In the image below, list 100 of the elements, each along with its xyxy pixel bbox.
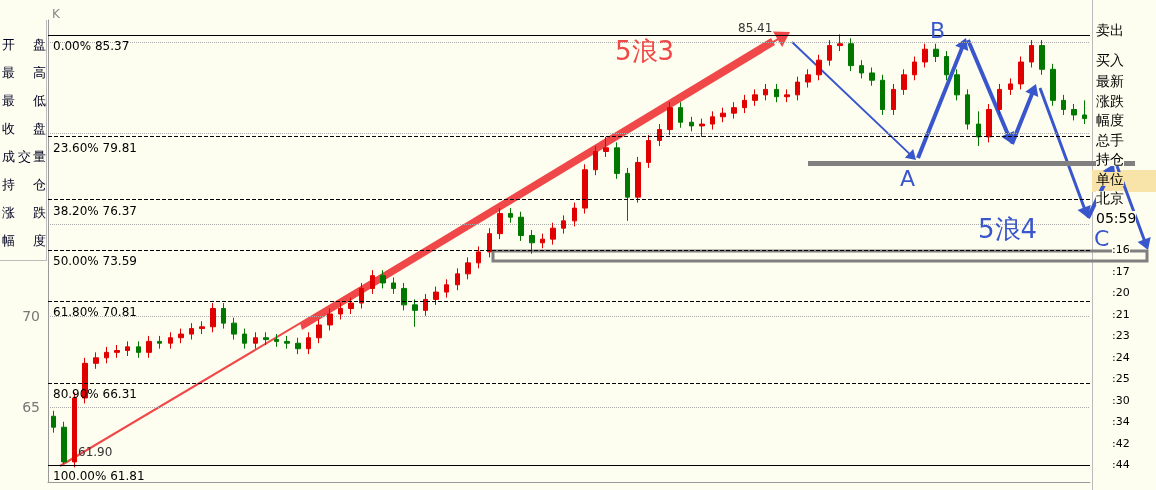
candlestick xyxy=(582,163,588,215)
text: 持仓 xyxy=(1096,151,1124,167)
candlestick xyxy=(1082,99,1087,125)
text: :17 xyxy=(1112,264,1130,278)
candlestick xyxy=(1050,63,1056,107)
candlestick xyxy=(518,211,524,242)
text: 05:59 xyxy=(1096,209,1137,226)
candlestick xyxy=(178,328,184,344)
candlestick xyxy=(933,43,939,63)
text: 幅 度 xyxy=(2,233,46,248)
candlestick xyxy=(763,83,768,101)
candlestick xyxy=(61,421,67,465)
candlestick xyxy=(646,134,651,169)
text: :16 xyxy=(1112,243,1130,256)
candlestick xyxy=(51,410,56,434)
ref-line-label: 50.00% 73.59 xyxy=(53,254,137,269)
text: C xyxy=(1094,226,1110,251)
candlestick xyxy=(1039,39,1045,76)
candlestick xyxy=(635,156,641,204)
candlestick xyxy=(1008,77,1013,96)
candlestick xyxy=(529,229,535,255)
text: :34 xyxy=(1112,415,1130,428)
y-tick-label: 65 xyxy=(22,399,40,416)
candlestick xyxy=(455,267,460,291)
candlestick xyxy=(614,141,620,180)
y-tick-label: 70 xyxy=(22,307,40,324)
candlestick xyxy=(965,88,970,131)
candlestick xyxy=(125,340,130,357)
candlestick xyxy=(976,110,981,147)
text: :42 xyxy=(1112,436,1130,450)
candlestick xyxy=(316,318,322,344)
candlestick xyxy=(327,308,333,331)
candlestick xyxy=(433,286,439,306)
candlestick xyxy=(859,59,864,79)
candlestick xyxy=(359,282,364,310)
candlestick xyxy=(199,320,205,335)
text: 持 仓 xyxy=(2,177,46,192)
candlestick xyxy=(837,33,843,52)
candlestick xyxy=(221,302,226,330)
candlestick xyxy=(1061,94,1066,116)
candlestick xyxy=(295,337,301,355)
candlestick xyxy=(572,202,577,227)
candlestick xyxy=(678,101,683,129)
candlestick xyxy=(912,56,917,81)
candlestick xyxy=(348,297,354,315)
candlestick xyxy=(284,335,290,350)
candlestick xyxy=(784,88,790,103)
candlestick xyxy=(795,76,800,101)
annotation: 5浪3 xyxy=(615,36,675,66)
candlestick xyxy=(189,322,194,341)
text: :30 xyxy=(1112,393,1130,407)
candlestick xyxy=(136,340,141,359)
candlestick xyxy=(391,276,396,295)
candlestick xyxy=(380,269,386,289)
candlestick xyxy=(253,331,258,350)
candlestick xyxy=(742,94,747,114)
candlestick xyxy=(625,167,630,222)
candlestick xyxy=(848,37,854,72)
candlestick xyxy=(444,278,449,299)
text: :23 xyxy=(1112,329,1130,342)
candlestick xyxy=(412,298,418,328)
text: 收 盘 xyxy=(2,121,46,136)
ref-line-label: 23.60% 79.81 xyxy=(53,140,137,155)
ref-line-label: 0.00% 85.37 xyxy=(53,39,130,54)
text: K xyxy=(52,7,60,21)
candlestick xyxy=(720,107,726,123)
candlestick xyxy=(263,331,269,346)
candlestick xyxy=(1029,39,1034,68)
candlestick xyxy=(306,331,311,355)
candlestick xyxy=(476,245,481,269)
candlestick xyxy=(1018,56,1024,90)
candlestick xyxy=(497,207,503,240)
candlestick xyxy=(93,351,99,370)
candlestick xyxy=(423,293,428,317)
candlestick xyxy=(880,74,885,116)
text: 总手 xyxy=(1096,131,1124,148)
annotation: 5浪4 xyxy=(978,214,1038,244)
candlestick xyxy=(657,123,662,147)
text: :25 xyxy=(1112,372,1130,385)
candlestick xyxy=(731,101,737,120)
text: 涨 跌 xyxy=(2,205,46,220)
candlestick xyxy=(508,207,513,224)
candlestick xyxy=(667,101,673,136)
candlestick xyxy=(104,346,109,364)
candlestick xyxy=(986,103,992,143)
ref-line-label: 38.20% 76.37 xyxy=(53,203,137,218)
candlestick xyxy=(157,335,162,350)
candlestick xyxy=(168,331,173,350)
candlestick xyxy=(805,68,811,89)
candlestick xyxy=(922,43,928,68)
candlestick xyxy=(274,333,279,348)
candlestick xyxy=(603,136,609,158)
candlestick xyxy=(114,344,120,359)
text: 开 盘 xyxy=(2,37,46,52)
candlestick xyxy=(689,116,694,132)
candlestick xyxy=(231,317,237,341)
candlestick xyxy=(487,227,492,258)
candlestick xyxy=(752,88,758,107)
candlestick xyxy=(593,145,598,176)
candlestick xyxy=(550,222,556,246)
